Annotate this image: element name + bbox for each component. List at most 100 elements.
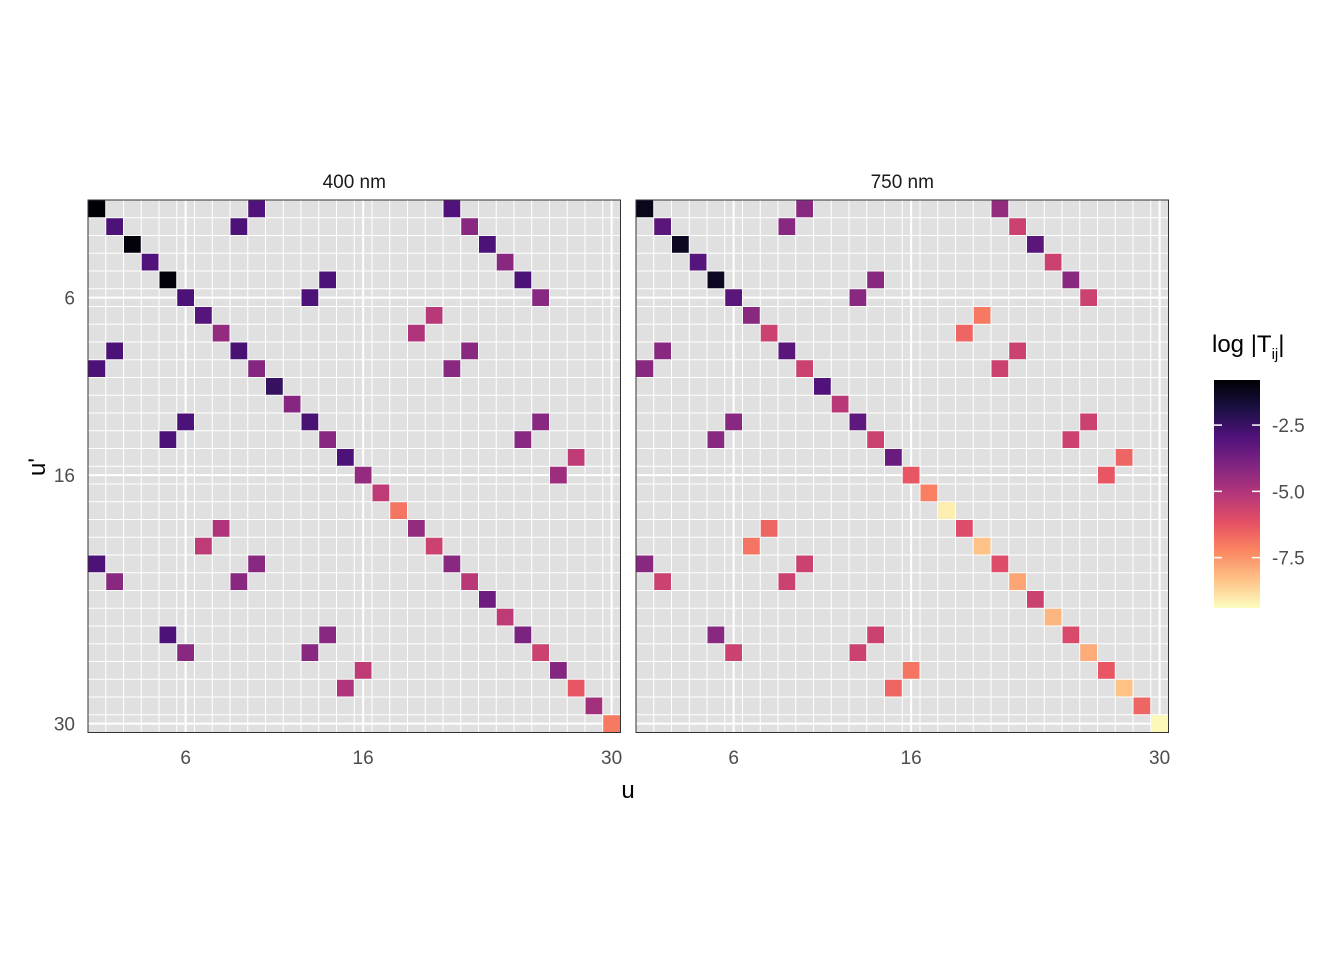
heatmap-cell — [1027, 236, 1044, 253]
facet-panel: 750 nm 6 16 30 — [635, 172, 1170, 769]
heatmap-cell — [585, 697, 603, 715]
heatmap-cell — [319, 431, 336, 448]
heatmap-cell — [636, 360, 654, 377]
heatmap-cell — [778, 342, 796, 360]
heatmap-cell — [1080, 644, 1097, 661]
color-legend: log |Tij| -2.5 -5.0 -7.5 — [1212, 331, 1305, 608]
x-tick-label: 6 — [728, 748, 739, 769]
heatmap-cell — [230, 573, 248, 590]
heatmap-cell — [725, 413, 742, 431]
heatmap-cell — [867, 431, 884, 448]
heatmap-cell — [461, 342, 478, 360]
heatmap-cell — [106, 218, 123, 235]
panel-border — [87, 199, 621, 733]
heatmap-cell — [991, 360, 1009, 377]
heatmap-cell — [266, 378, 283, 395]
heatmap-cell — [408, 324, 425, 342]
heatmap-cell — [867, 271, 884, 289]
heatmap-cell — [408, 520, 425, 537]
heatmap-cell — [849, 644, 867, 661]
heatmap-cell — [425, 307, 443, 324]
heatmap-cell — [1151, 715, 1168, 732]
heatmap-cell — [354, 662, 372, 679]
heatmap-cell — [760, 520, 778, 537]
heatmap-cell — [885, 679, 902, 697]
heatmap-cell — [1044, 253, 1062, 271]
heatmap-cell — [195, 537, 212, 555]
heatmap-cell — [390, 502, 407, 519]
heatmap-cell — [849, 289, 867, 306]
heatmap-cell — [707, 626, 725, 644]
y-tick-label: 16 — [54, 466, 75, 487]
heatmap-cell — [689, 253, 707, 271]
heatmap-cell — [177, 413, 194, 431]
facet-panel: 400 nm 6 16 30 — [87, 172, 622, 769]
heatmap-cell — [496, 253, 514, 271]
heatmap-cell — [514, 271, 532, 289]
heatmap-cell — [956, 324, 973, 342]
heatmap-cell — [301, 644, 319, 661]
heatmap-cell — [177, 644, 194, 661]
legend-colorbar — [1214, 380, 1260, 608]
y-tick-label: 30 — [54, 715, 75, 736]
heatmap-cell — [1080, 289, 1097, 306]
heatmap-cell — [479, 236, 496, 253]
panel-grid — [87, 199, 621, 733]
heatmap-cell — [796, 200, 813, 218]
y-tick-label: 6 — [64, 289, 75, 310]
legend-tick-label: -5.0 — [1272, 482, 1305, 503]
panel-grid — [635, 199, 1169, 733]
heatmap-cell — [672, 236, 689, 253]
heatmap-cell — [1080, 413, 1097, 431]
heatmap-cell — [725, 289, 742, 306]
heatmap-cell — [938, 502, 955, 519]
heatmap-cell — [973, 307, 991, 324]
heatmap-cell — [479, 591, 496, 608]
y-axis-label: u' — [24, 458, 51, 476]
x-tick-label: 16 — [901, 748, 922, 769]
heatmap-cell — [849, 413, 867, 431]
heatmap-cell — [159, 626, 177, 644]
heatmap-cell — [212, 520, 230, 537]
heatmap-cell — [654, 218, 671, 235]
heatmap-cell — [337, 679, 354, 697]
heatmap-cell — [106, 573, 123, 590]
heatmap-cell — [177, 289, 194, 306]
heatmap-cell — [1115, 679, 1133, 697]
heatmap-cell — [1098, 466, 1115, 484]
x-tick-label: 6 — [180, 748, 191, 769]
panel-border — [635, 199, 1169, 733]
heatmap-cell — [443, 200, 461, 218]
heatmap-cell — [212, 324, 230, 342]
heatmap-cell — [636, 200, 654, 218]
heatmap-cell — [991, 200, 1009, 218]
heatmap-cell — [867, 626, 884, 644]
heatmap-cell — [603, 715, 620, 732]
heatmap-cell — [141, 253, 159, 271]
heatmap-cell — [1009, 342, 1026, 360]
heatmap-cell — [88, 200, 106, 218]
heatmap-cell — [283, 395, 301, 413]
heatmap-cell — [725, 644, 742, 661]
heatmap-cell — [636, 555, 654, 573]
heatmap-cell — [567, 679, 585, 697]
heatmap-cell — [124, 236, 141, 253]
heatmap-cell — [354, 466, 372, 484]
heatmap-cell — [443, 555, 461, 573]
heatmap-cell — [532, 644, 549, 661]
heatmap-cells — [636, 200, 1168, 732]
x-axis-label: u — [621, 777, 634, 804]
x-tick-label: 16 — [353, 748, 374, 769]
heatmap-cell — [159, 271, 177, 289]
heatmap-cell — [1115, 449, 1133, 466]
heatmap-cell — [372, 484, 390, 502]
heatmap-cell — [796, 360, 813, 377]
heatmap-cell — [195, 307, 212, 324]
heatmap-cell — [831, 395, 849, 413]
heatmap-cell — [337, 449, 354, 466]
heatmap-cell — [425, 537, 443, 555]
heatmap-cell — [159, 431, 177, 448]
heatmap-cell — [567, 449, 585, 466]
legend-tick-label: -2.5 — [1272, 416, 1305, 437]
heatmap-cell — [654, 573, 671, 590]
